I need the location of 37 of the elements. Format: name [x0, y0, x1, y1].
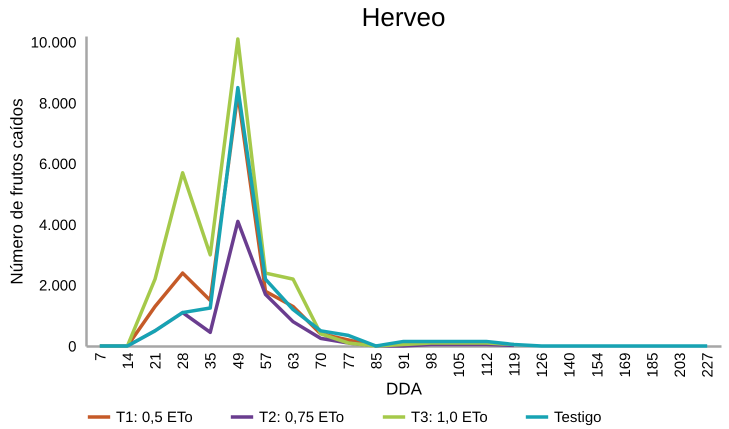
x-tick-label: 28 [175, 352, 192, 370]
x-tick-label: 57 [258, 352, 275, 370]
x-tick-label: 140 [562, 352, 579, 378]
y-tick-label: 2.000 [38, 278, 76, 295]
x-tick-label: 35 [202, 352, 220, 370]
line-series [98, 86, 709, 348]
x-tick-label: 227 [700, 352, 717, 378]
legend-label: T1: 0,5 ETo [116, 409, 193, 426]
x-tick-label: 185 [644, 352, 662, 378]
chart-title: Herveo [362, 2, 446, 32]
x-tick-label: 105 [451, 352, 468, 378]
x-tick-label: 7 [92, 352, 110, 361]
y-tick-label: 0 [68, 338, 76, 356]
legend-label: T2: 0,75 ETo [259, 409, 344, 426]
legend-label: T3: 1,0 ETo [411, 409, 488, 426]
x-tick-label: 112 [478, 352, 496, 376]
x-tick-label: 126 [534, 352, 552, 378]
y-tick-label: 6.000 [38, 156, 76, 174]
y-tick-label: 10.000 [30, 34, 76, 52]
x-tick-label: 85 [368, 352, 386, 370]
x-tick-label: 21 [148, 352, 165, 370]
x-tick-label: 77 [340, 352, 358, 370]
x-tick-label: 98 [424, 352, 441, 370]
legend-label: Testigo [554, 409, 602, 426]
x-tick-label: 119 [506, 352, 524, 376]
x-tick-label: 169 [616, 352, 634, 378]
x-tick-label: 14 [120, 352, 137, 370]
x-axis-title: DDA [386, 380, 423, 399]
x-tick-label: 49 [230, 352, 248, 370]
x-tick-label: 154 [589, 352, 606, 378]
x-tick-label: 70 [313, 352, 330, 370]
x-tick-label: 63 [286, 352, 303, 370]
y-tick-label: 4.000 [38, 216, 76, 234]
x-tick-label: 203 [672, 352, 690, 378]
x-tick-label: 91 [396, 352, 413, 370]
y-axis-title: Número de frutos caídos [8, 98, 27, 285]
y-tick-label: 8.000 [38, 95, 76, 112]
